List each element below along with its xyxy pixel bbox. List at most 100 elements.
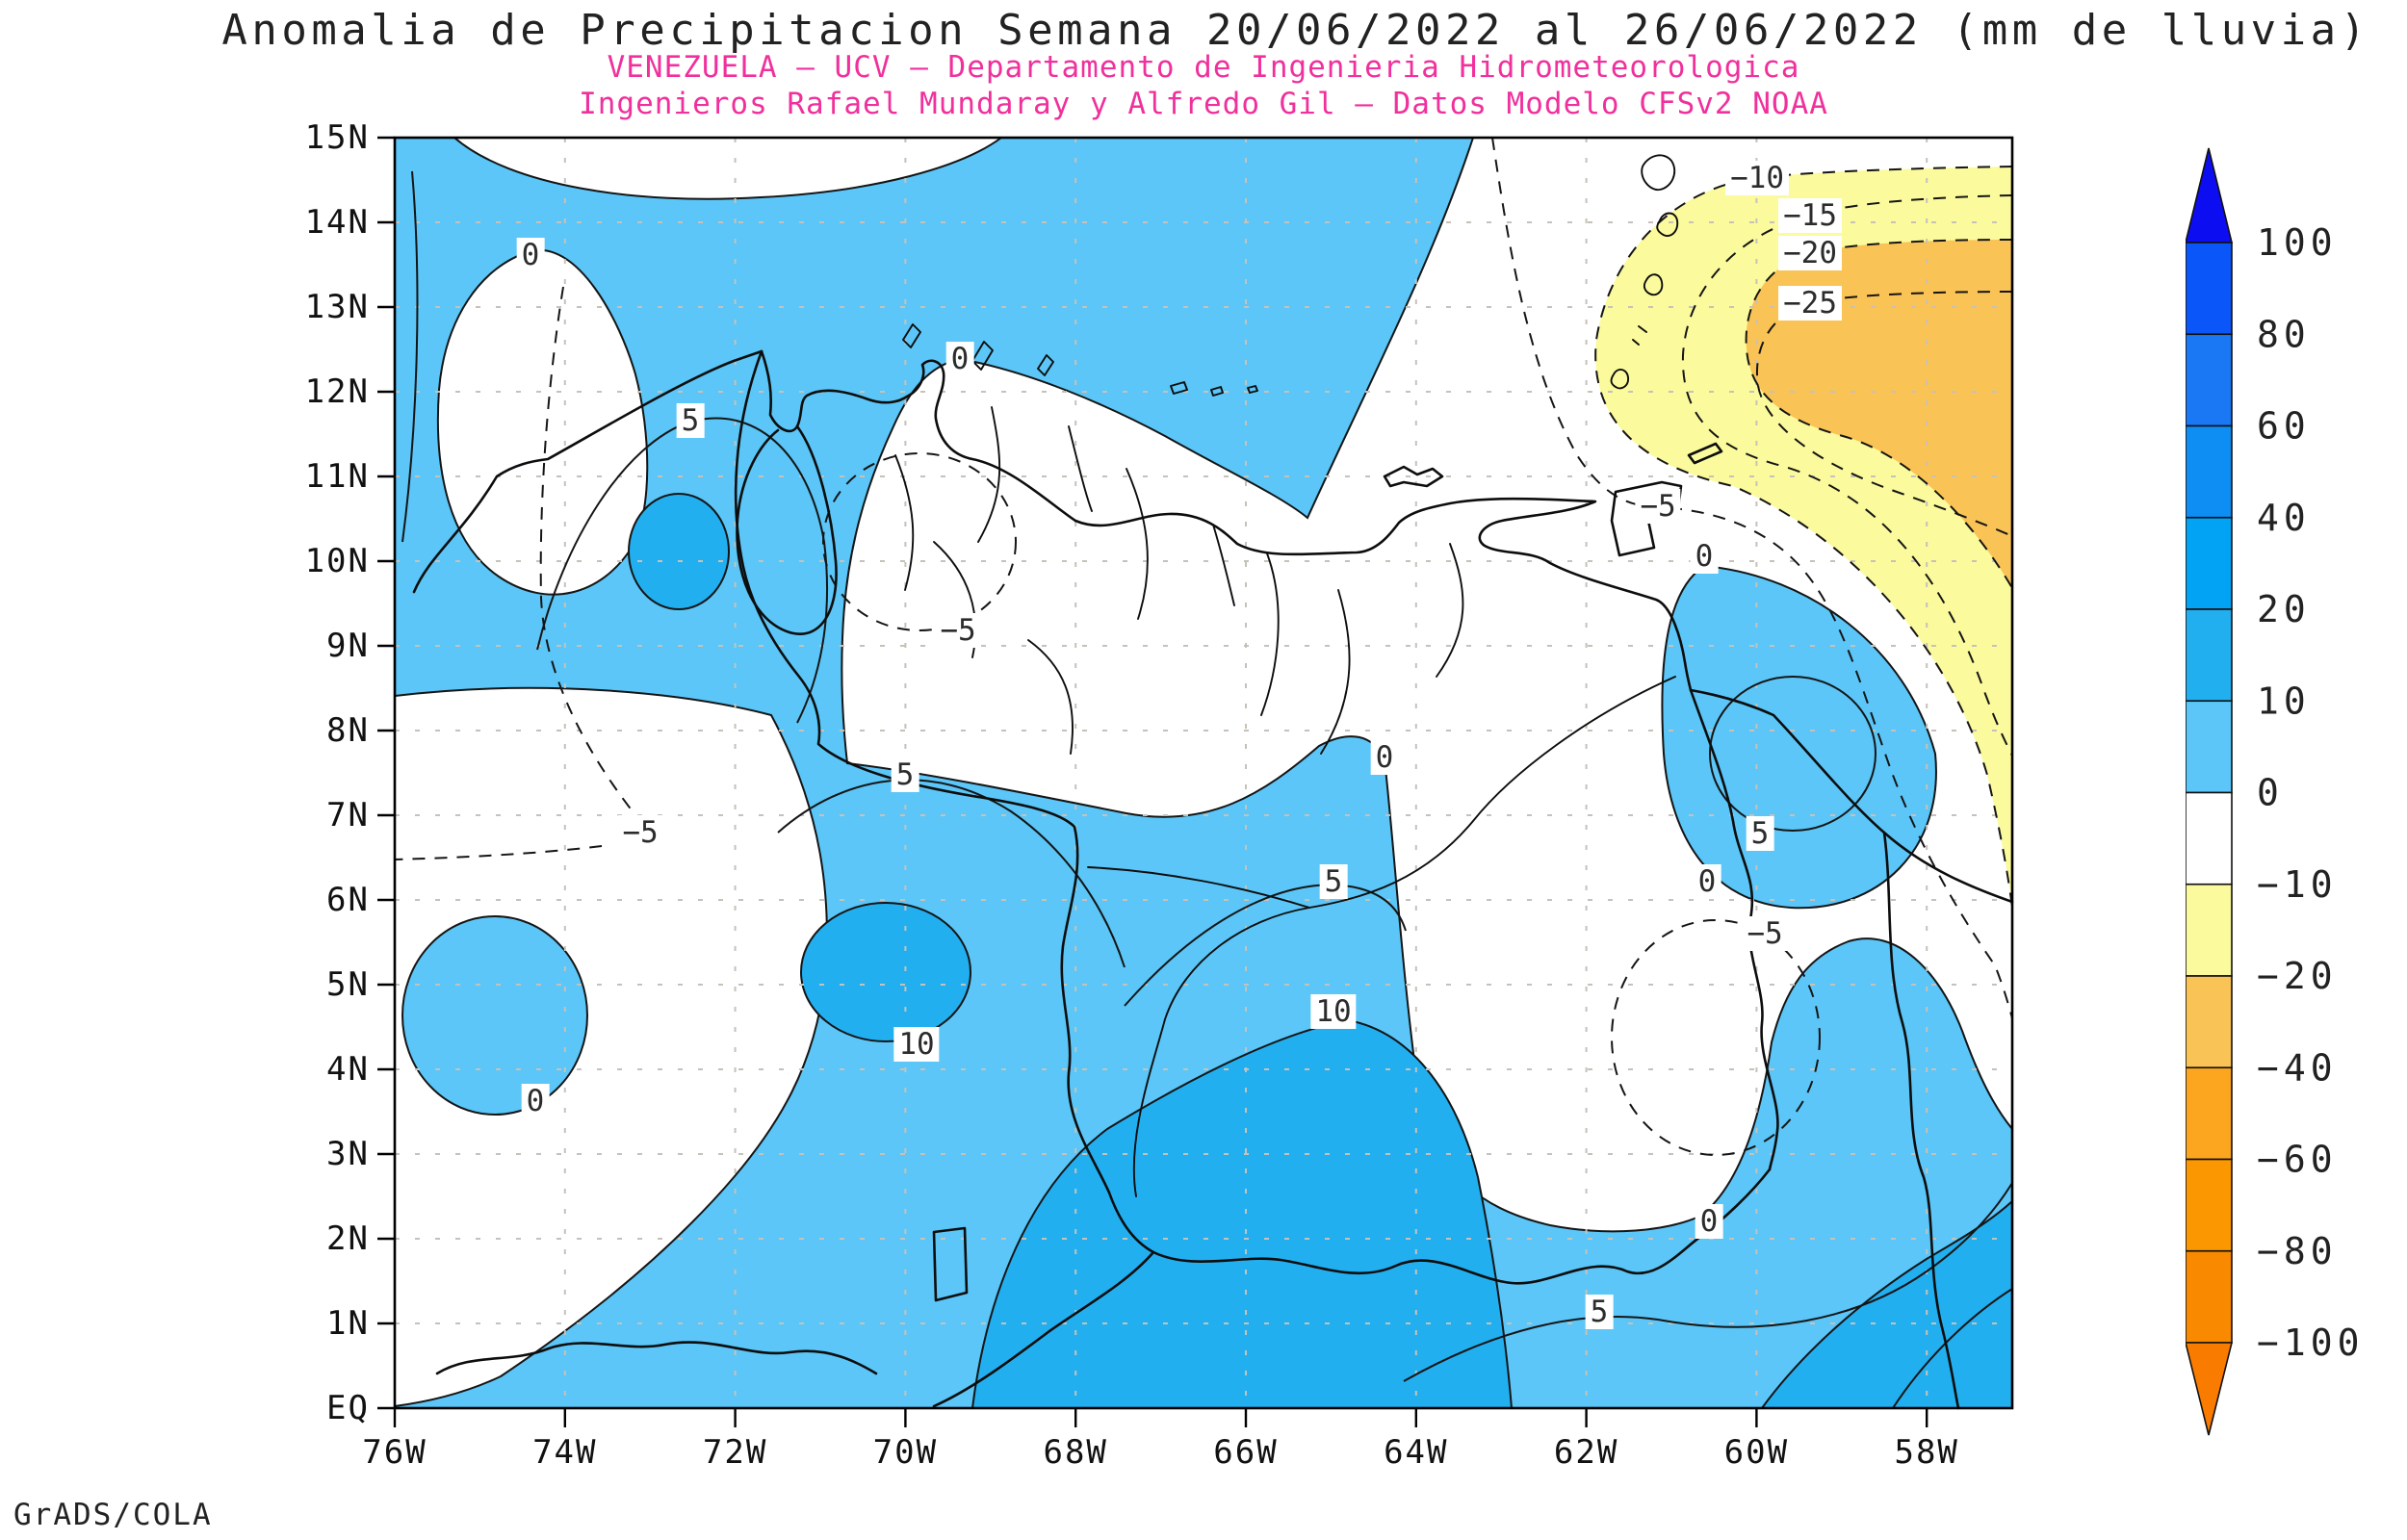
tobago-island bbox=[1687, 442, 1723, 465]
border-guyana-east bbox=[1882, 831, 1960, 1410]
colorbar-label-−10: −10 bbox=[2257, 863, 2338, 906]
subtitle-authors: Ingenieros Rafael Mundaray y Alfredo Gil… bbox=[579, 87, 1828, 121]
colorbar-label-100: 100 bbox=[2257, 221, 2338, 264]
colorbar-segment-5 bbox=[2186, 700, 2233, 794]
lon-label-72W: 72W bbox=[702, 1433, 768, 1472]
lat-label-6N: 6N bbox=[326, 881, 370, 919]
contour-label-dashed-−15-19: −15 bbox=[1778, 198, 1842, 233]
lon-label-68W: 68W bbox=[1043, 1433, 1108, 1472]
anomaly-fill-top-notch bbox=[452, 137, 1005, 200]
lon-label-60W: 60W bbox=[1723, 1433, 1790, 1472]
lat-label-8N: 8N bbox=[326, 711, 370, 750]
contour-map: 0 5 0 −5 −5 5 0 10 0 5 10 5 0 −5 0 −5 0 5 −10 −15 −20 −25 15N… bbox=[305, 118, 2014, 1472]
contour-label-0-8: 0 bbox=[1370, 740, 1399, 775]
colorbar-label-40: 40 bbox=[2257, 497, 2311, 539]
coastlines-and-borders bbox=[412, 154, 2014, 1410]
contour-label-0-6: 0 bbox=[521, 1084, 550, 1118]
lat-label-5N: 5N bbox=[326, 965, 370, 1004]
lon-label-64W: 64W bbox=[1384, 1433, 1449, 1472]
anomaly-fill-sw-white bbox=[394, 686, 828, 1408]
contour-label-dashed-−25-21: −25 bbox=[1778, 286, 1842, 321]
lat-label-11N: 11N bbox=[304, 457, 370, 496]
axis-ticks bbox=[377, 136, 1928, 1427]
colorbar-label-−60: −60 bbox=[2257, 1139, 2338, 1181]
lat-label-9N: 9N bbox=[326, 627, 370, 665]
abc-islands bbox=[902, 323, 1054, 376]
colorbar-label-0: 0 bbox=[2257, 772, 2284, 814]
colorbar-label-−20: −20 bbox=[2257, 955, 2338, 997]
contour-label-5-17: 5 bbox=[1585, 1295, 1614, 1329]
anomaly-core-70w5n bbox=[800, 902, 971, 1042]
los-roques-islands bbox=[1170, 381, 1258, 397]
colorbar-segment-7 bbox=[2186, 883, 2233, 977]
map-canvas bbox=[377, 136, 2014, 1427]
colorbar-segment-2 bbox=[2186, 424, 2233, 519]
grads-credit: GrADS/COLA bbox=[13, 1498, 213, 1532]
contour-label-0-14: 0 bbox=[1690, 539, 1719, 574]
lat-label-12N: 12N bbox=[304, 372, 370, 411]
colorbar-segment-1 bbox=[2186, 333, 2233, 427]
orinoco-river bbox=[1132, 676, 1676, 1197]
contour-label-dashed-−5-15: −5 bbox=[1635, 489, 1681, 524]
contour-label-10-7: 10 bbox=[893, 1027, 940, 1062]
contour-label-5-9: 5 bbox=[1319, 864, 1348, 899]
border-ecuador-peru-area bbox=[435, 1341, 878, 1375]
graticule bbox=[395, 138, 2012, 1408]
colorbar-segment-9 bbox=[2186, 1066, 2233, 1161]
border-venezuela-guyana bbox=[1689, 688, 1779, 1171]
contour-label-5-1: 5 bbox=[676, 403, 705, 438]
anomaly-core-maracaibo bbox=[628, 493, 730, 610]
contour-label-5-11: 5 bbox=[1746, 816, 1774, 851]
lon-label-70W: 70W bbox=[872, 1433, 939, 1472]
colorbar-segment-10 bbox=[2186, 1158, 2233, 1252]
contour-label-5-5: 5 bbox=[891, 757, 919, 792]
colorbar-segment-8 bbox=[2186, 975, 2233, 1069]
lat-label-10N: 10N bbox=[304, 542, 370, 580]
lat-label-3N: 3N bbox=[326, 1135, 370, 1173]
colorbar-label-−100: −100 bbox=[2257, 1322, 2365, 1364]
colorbar-bottom-arrow bbox=[2186, 1342, 2234, 1436]
lat-label-13N: 13N bbox=[304, 288, 370, 326]
colorbar-label-20: 20 bbox=[2257, 588, 2311, 630]
subtitle-institution: VENEZUELA – UCV – Departamento de Ingeni… bbox=[607, 50, 1800, 85]
border-colombia-south bbox=[932, 1250, 1155, 1408]
contour-label-0-12: 0 bbox=[1693, 864, 1721, 899]
contour-label-dashed-−20-20: −20 bbox=[1778, 236, 1842, 270]
caribbean-coastline bbox=[412, 349, 2014, 904]
page-title: Anomalia de Precipitacion Semana 20/06/2… bbox=[221, 6, 2370, 55]
lon-label-58W: 58W bbox=[1894, 1433, 1959, 1472]
colorbar-segment-4 bbox=[2186, 608, 2233, 703]
colorbar-segment-11 bbox=[2186, 1249, 2233, 1344]
lake-maracaibo bbox=[736, 424, 838, 635]
contour-label-dashed-−5-3: −5 bbox=[935, 613, 981, 648]
colorbar-label-80: 80 bbox=[2257, 313, 2311, 355]
lon-label-74W: 74W bbox=[532, 1433, 598, 1472]
lesser-antilles-arc bbox=[1610, 154, 1679, 390]
lat-label-14N: 14N bbox=[304, 203, 370, 242]
lat-label-4N: 4N bbox=[326, 1050, 370, 1089]
anomaly-cell-75w5n bbox=[401, 915, 588, 1116]
margarita-island bbox=[1383, 465, 1444, 488]
lon-label-66W: 66W bbox=[1213, 1433, 1279, 1472]
colorbar-top-arrow bbox=[2186, 147, 2234, 244]
contour-label-dashed-−5-13: −5 bbox=[1742, 916, 1788, 951]
lat-label-7N: 7N bbox=[326, 796, 370, 834]
colorbar-label-60: 60 bbox=[2257, 405, 2311, 448]
colorbar-label-10: 10 bbox=[2257, 680, 2311, 722]
lat-label-1N: 1N bbox=[326, 1304, 370, 1343]
colorbar-segment-6 bbox=[2186, 791, 2233, 886]
colorbar-segment-3 bbox=[2186, 516, 2233, 610]
lon-label-62W: 62W bbox=[1553, 1433, 1619, 1472]
contour-label-dashed-−10-18: −10 bbox=[1725, 161, 1789, 195]
lon-label-76W: 76W bbox=[362, 1433, 427, 1472]
contour-label-dashed-−5-4: −5 bbox=[617, 815, 663, 850]
anomaly-fill-orange-neg20 bbox=[1746, 240, 2012, 588]
lat-label-EQ: EQ bbox=[326, 1389, 370, 1427]
state-boundaries bbox=[894, 406, 1464, 755]
contour-label-0-0: 0 bbox=[516, 238, 545, 272]
contour-label-0-16: 0 bbox=[1695, 1204, 1723, 1239]
apure-river bbox=[1087, 866, 1310, 909]
contour-label-10-10: 10 bbox=[1310, 994, 1357, 1029]
